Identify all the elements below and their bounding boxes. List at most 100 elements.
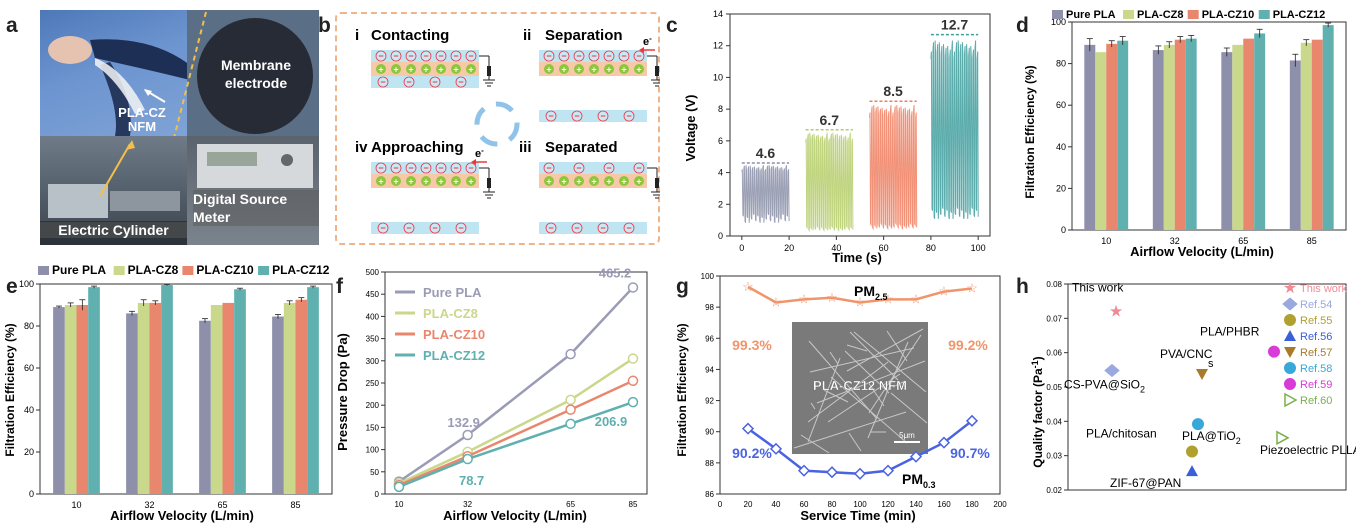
g-diamond-point bbox=[797, 464, 811, 477]
positive-charge bbox=[376, 176, 386, 186]
electron-label: e- bbox=[475, 146, 484, 160]
plus-sign: + bbox=[546, 65, 551, 75]
ytick-label: 88 bbox=[705, 459, 714, 468]
minus-sign: − bbox=[406, 77, 411, 87]
negative-charge-top bbox=[633, 50, 645, 62]
positive-charge bbox=[406, 176, 416, 186]
plus-sign: + bbox=[576, 177, 581, 187]
c-xtick-label: 100 bbox=[971, 243, 986, 253]
f-series-line bbox=[398, 400, 634, 489]
membrane-label-line1: Membrane bbox=[220, 57, 292, 73]
positive-charge bbox=[376, 64, 386, 74]
h-point-circle bbox=[1192, 418, 1204, 431]
stage-number: i bbox=[355, 27, 359, 44]
sem-image bbox=[792, 322, 928, 454]
minus-sign: − bbox=[406, 223, 411, 233]
bar bbox=[1152, 50, 1164, 230]
bar bbox=[234, 289, 246, 494]
ytick-label: 0.07 bbox=[1046, 314, 1062, 323]
stage-number: iv bbox=[355, 139, 368, 156]
bar bbox=[88, 287, 100, 494]
negative-charge-bottom bbox=[455, 222, 467, 234]
minus-sign: − bbox=[546, 163, 551, 173]
bar bbox=[1106, 43, 1118, 231]
bar bbox=[126, 313, 138, 494]
h-point-label: PVA/CNC bbox=[1160, 347, 1213, 361]
ytick-label: 200 bbox=[366, 401, 380, 410]
panel-f-letter: f bbox=[336, 275, 343, 298]
minus-sign: − bbox=[378, 51, 383, 61]
ytick-label: 0.06 bbox=[1046, 349, 1062, 358]
g-diamond-point bbox=[937, 436, 951, 449]
ytick-label: 0 bbox=[375, 490, 380, 499]
hand-holding-membrane-image bbox=[48, 36, 187, 136]
sem-fiber bbox=[808, 340, 878, 420]
minus-sign: − bbox=[380, 223, 385, 233]
scale-bar-label: 5μm bbox=[899, 431, 915, 440]
nfm-label-line1: PLA-CZ bbox=[118, 105, 166, 120]
h-point-label: ZIF-67@PAN bbox=[1110, 476, 1181, 490]
ytick-label: 350 bbox=[366, 335, 380, 344]
legend-label: PLA-CZ10 bbox=[1202, 9, 1255, 21]
negative-charge-top bbox=[450, 50, 462, 62]
sem-fiber bbox=[809, 347, 915, 373]
pm25-left-value: 99.3% bbox=[732, 337, 772, 353]
sem-label: PLA-CZ12 NFM bbox=[813, 378, 907, 393]
h-point-label: PLA@TiO2 bbox=[1182, 429, 1241, 446]
source-meter-label-line1: Digital Source bbox=[193, 191, 288, 207]
stage-name: Contacting bbox=[371, 27, 449, 44]
digital-source-meter-image bbox=[197, 144, 313, 188]
bar bbox=[199, 320, 211, 494]
minus-sign: − bbox=[378, 163, 383, 173]
e-xlabel: Airflow Velocity (L/min) bbox=[110, 508, 254, 523]
positive-charge bbox=[634, 176, 644, 186]
d-ylabel: Filtration Efficiency (%) bbox=[1023, 65, 1037, 198]
minus-sign: − bbox=[432, 223, 437, 233]
bar bbox=[161, 285, 173, 494]
c-xtick-label: 20 bbox=[784, 243, 794, 253]
c-plot-frame bbox=[729, 13, 991, 237]
negative-charge-top bbox=[465, 162, 477, 174]
g-star-point: ☆ bbox=[854, 294, 866, 309]
ytick-label: 20 bbox=[24, 447, 34, 457]
negative-charge-top bbox=[543, 50, 555, 62]
e-ylabel: Filtration Efficiency (%) bbox=[3, 323, 17, 456]
legend-label: PLA-CZ12 bbox=[1273, 9, 1326, 21]
g-star-point: ☆ bbox=[798, 291, 810, 306]
sem-fiber bbox=[829, 351, 839, 365]
quality-factor-chart: Quality factor (Pa-1) 0.02 0.03 0.04 0.05 0.… bbox=[1030, 280, 1356, 495]
positive-charge bbox=[604, 176, 614, 186]
h-legend-label: Ref.59 bbox=[1300, 379, 1332, 391]
positive-charge bbox=[604, 64, 614, 74]
minus-sign: − bbox=[561, 51, 566, 61]
ytick-label: 450 bbox=[366, 290, 380, 299]
g-diamond-point bbox=[909, 450, 923, 463]
negative-charge-bottom bbox=[429, 76, 441, 88]
plus-sign: + bbox=[453, 65, 458, 75]
c-voltage-trace bbox=[930, 40, 979, 220]
h-point-circle bbox=[1284, 314, 1296, 326]
positive-charge bbox=[589, 176, 599, 186]
f-point bbox=[565, 394, 576, 406]
positive-charge bbox=[634, 64, 644, 74]
bar bbox=[1095, 52, 1107, 230]
e-plot-frame bbox=[39, 283, 333, 495]
minus-sign: − bbox=[546, 51, 551, 61]
f-series-line bbox=[398, 379, 634, 487]
plus-sign: + bbox=[621, 177, 626, 187]
electron-label: e- bbox=[643, 34, 652, 48]
h-point-label: PLA/PHBR bbox=[1200, 325, 1260, 339]
bar bbox=[1243, 38, 1255, 230]
negative-charge-top bbox=[450, 162, 462, 174]
plus-sign: + bbox=[423, 177, 428, 187]
c-ytick-label: 2 bbox=[718, 199, 723, 209]
negative-charge-bottom bbox=[429, 222, 441, 234]
h-point-triangle bbox=[1186, 465, 1198, 477]
ytick-label: 100 bbox=[1051, 17, 1066, 27]
negative-charge-top bbox=[603, 162, 615, 174]
electron-sup: - bbox=[649, 34, 652, 43]
bar bbox=[295, 299, 308, 494]
plus-sign: + bbox=[408, 65, 413, 75]
ytick-label: 400 bbox=[366, 312, 380, 321]
resistor bbox=[487, 178, 491, 188]
